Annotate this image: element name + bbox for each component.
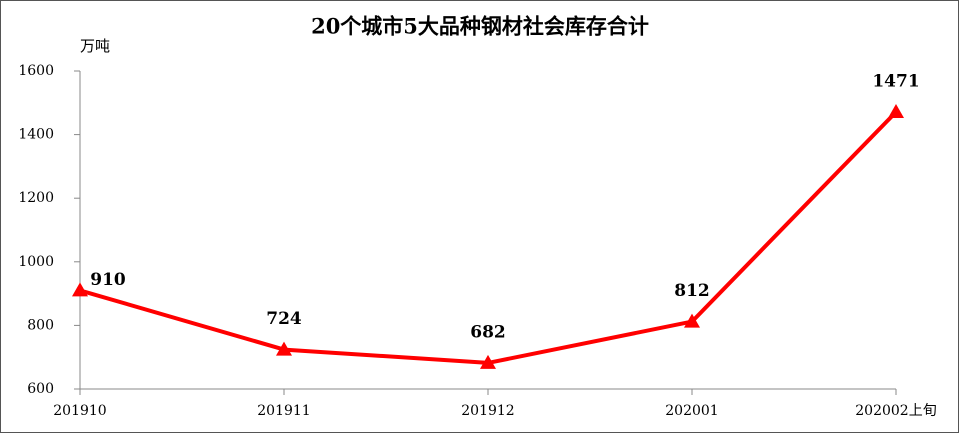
chart-title: 20个城市5大品种钢材社会库存合计 [311,14,649,39]
y-tick-label: 1400 [18,127,54,143]
data-label: 682 [470,322,506,342]
marker [72,282,88,297]
marker [276,341,292,356]
y-tick-label: 600 [27,381,54,397]
x-tick-label: 202002上旬 [855,403,936,419]
marker [480,354,496,369]
y-tick-label: 800 [27,317,54,333]
data-label: 724 [266,309,302,329]
x-tick-label: 201911 [257,403,310,419]
y-tick-label: 1600 [18,63,54,79]
data-label: 910 [90,270,126,290]
y-tick-label: 1000 [18,254,54,270]
x-tick-label: 201912 [461,403,514,419]
data-label: 1471 [872,72,919,92]
marker [684,313,700,328]
x-tick-label: 202001 [665,403,718,419]
x-tick-label: 201910 [53,403,106,419]
data-label: 812 [674,281,710,301]
marker [888,104,904,119]
y-tick-label: 1200 [18,190,54,206]
y-unit: 万吨 [80,37,110,55]
